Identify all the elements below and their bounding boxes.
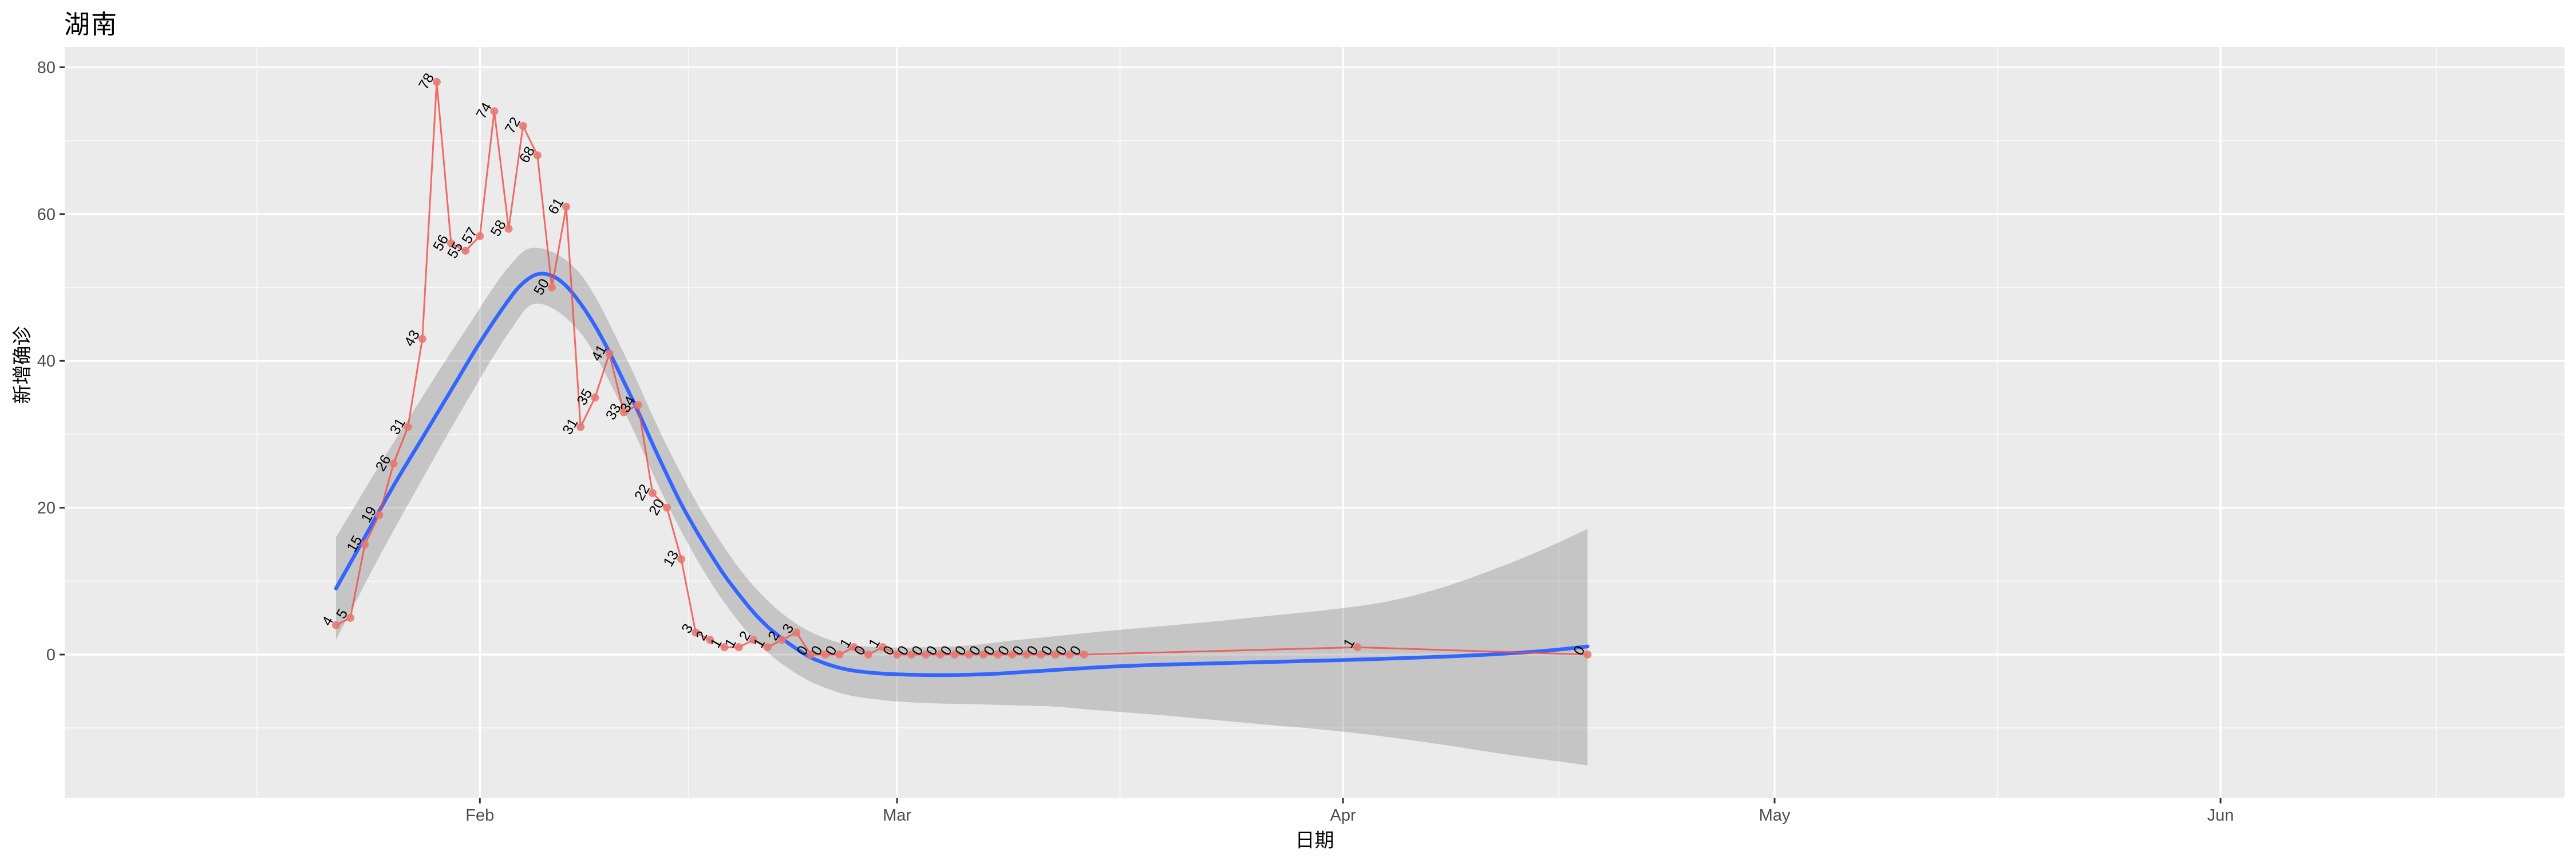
confidence-band [336,247,1588,766]
data-point [1353,643,1362,652]
x-tick-label: Feb [465,806,494,825]
data-point [720,643,729,652]
data-point [547,283,556,291]
x-tick-label: May [1759,806,1791,825]
data-point [605,349,614,358]
data-point [936,651,945,659]
y-tick-label: 60 [37,206,56,224]
data-point [893,651,902,659]
data-point [965,651,973,659]
data-point [648,488,657,497]
y-tick-label: 80 [37,58,56,77]
data-point [389,459,398,468]
plot-title: 湖南 [64,10,118,39]
data-point [1022,651,1031,659]
data-point [922,651,930,659]
data-point [404,423,412,431]
data-point [677,555,686,564]
data-point [619,408,628,416]
y-tick-label: 20 [37,499,56,518]
x-tick-label: Apr [1330,806,1356,825]
y-tick-label: 40 [37,352,56,371]
data-point [792,628,801,637]
data-point [1065,651,1074,659]
data-point [778,636,787,644]
data-point [734,643,743,652]
data-point [1037,651,1045,659]
data-point [504,224,513,233]
x-tick-label: Jun [2207,806,2234,825]
data-point [1051,651,1060,659]
data-point [418,334,426,343]
data-point [821,651,829,659]
data-point [375,511,384,519]
data-point [1583,651,1592,659]
data-point [332,621,340,629]
data-point [533,151,542,160]
data-point [461,246,470,255]
data-point [490,107,499,116]
data-point [1080,651,1088,659]
data-point [993,651,1002,659]
data-point [864,651,872,659]
data-point [706,636,714,644]
data-point [907,651,916,659]
data-point [692,628,700,637]
data-point [576,423,585,431]
data-point [763,643,772,652]
x-tick-label: Mar [883,806,911,825]
x-axis-title: 日期 [1295,830,1334,852]
data-point [361,540,369,549]
data-point [662,503,671,512]
data-point [447,239,456,248]
plot-panel [65,47,2565,798]
data-point [346,613,355,622]
data-point [562,202,571,211]
y-axis-title: 新增确诊 [11,326,34,404]
data-point [634,401,642,409]
data-point [1008,651,1017,659]
data-point [878,643,887,652]
y-tick-label: 0 [46,646,56,664]
smooth-line [334,271,1590,677]
data-point [519,121,527,130]
data-point [476,232,484,241]
data-point [432,78,441,86]
data-point [749,636,757,644]
data-point [807,651,815,659]
data-point [835,651,844,659]
data-point [591,393,599,402]
data-point [850,643,858,652]
data-point [950,651,959,659]
data-point [979,651,987,659]
